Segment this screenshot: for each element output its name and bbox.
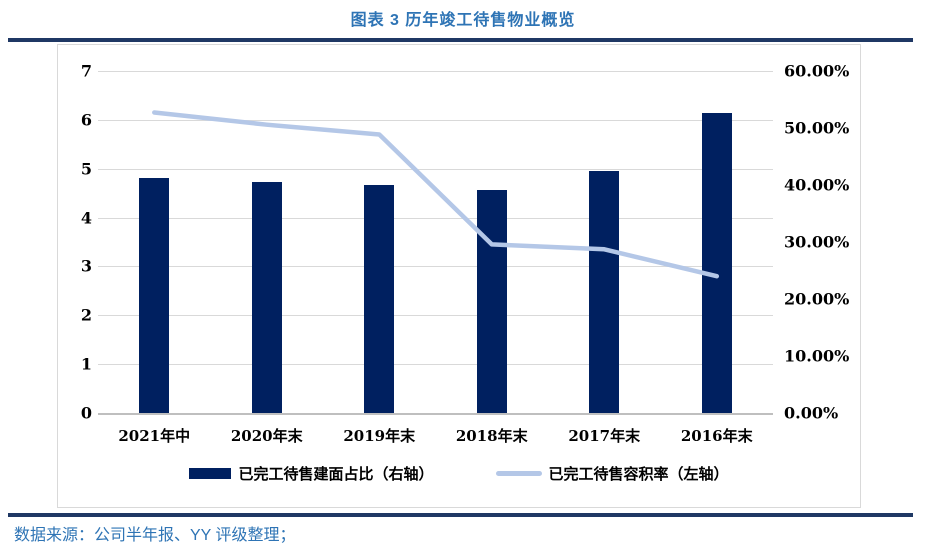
gridline bbox=[98, 315, 773, 317]
bottom-divider-rule bbox=[8, 513, 913, 517]
y-left-tick-label: 1 bbox=[80, 354, 92, 374]
plot-area bbox=[98, 71, 773, 415]
y-right-tick-label: 40.00% bbox=[784, 175, 850, 195]
legend-bar-swatch-icon bbox=[189, 468, 232, 479]
y-right-tick-label: 20.00% bbox=[784, 289, 850, 309]
chart-title: 图表 3 历年竣工待售物业概览 bbox=[350, 12, 576, 29]
y-right-tick-label: 60.00% bbox=[784, 61, 850, 81]
y-left-tick-label: 4 bbox=[80, 208, 92, 228]
x-axis-category-label: 2016年末 bbox=[680, 427, 753, 445]
legend-label: 已完工待售建面占比（右轴） bbox=[238, 465, 434, 483]
gridline bbox=[98, 266, 773, 268]
x-axis-category-label: 2020年末 bbox=[230, 427, 303, 445]
y-left-tick-label: 6 bbox=[80, 110, 92, 130]
legend-item: 已完工待售建面占比（右轴） bbox=[189, 463, 434, 484]
gridline bbox=[98, 119, 773, 121]
gridline bbox=[98, 168, 773, 170]
y-left-tick-label: 5 bbox=[80, 159, 92, 179]
bar-2021年中 bbox=[139, 178, 170, 413]
y-left-tick-label: 0 bbox=[80, 403, 92, 423]
chart-legend: 已完工待售建面占比（右轴） 已完工待售容积率（左轴） bbox=[58, 463, 860, 484]
y-right-tick-label: 10.00% bbox=[784, 346, 850, 366]
bar-2018年末 bbox=[476, 189, 507, 413]
top-divider-rule bbox=[8, 38, 913, 42]
y-right-tick-label: 0.00% bbox=[784, 403, 839, 423]
x-axis-category-label: 2017年末 bbox=[568, 427, 641, 445]
y-left-tick-label: 3 bbox=[80, 256, 92, 276]
gridline bbox=[98, 217, 773, 219]
y-right-tick-label: 30.00% bbox=[784, 232, 850, 252]
bar-2017年末 bbox=[589, 170, 620, 413]
line-series bbox=[152, 110, 720, 279]
x-axis-category-label: 2018年末 bbox=[455, 427, 528, 445]
gridline bbox=[98, 71, 773, 72]
legend-line-swatch-icon bbox=[495, 471, 542, 476]
x-axis-category-label: 2021年中 bbox=[118, 427, 191, 445]
legend-item: 已完工待售容积率（左轴） bbox=[495, 463, 729, 484]
y-left-tick-label: 2 bbox=[80, 305, 92, 325]
legend-label: 已完工待售容积率（左轴） bbox=[548, 465, 729, 483]
x-axis-baseline bbox=[98, 413, 773, 415]
data-source-note: 数据来源：公司半年报、YY 评级整理； bbox=[14, 527, 296, 544]
y-left-tick-label: 7 bbox=[80, 61, 92, 81]
chart-frame: 7 6 5 4 3 2 1 0 60.00% 50.00% 40.00% 30.00% 20.00% 1… bbox=[57, 44, 861, 508]
x-axis-category-label: 2019年末 bbox=[343, 427, 416, 445]
bar-2020年末 bbox=[251, 182, 282, 413]
x-axis-labels: 2021年中 2020年末 2019年末 2018年末 2017年末 2016年末 bbox=[98, 425, 773, 447]
bar-2016年末 bbox=[701, 112, 732, 413]
bar-2019年末 bbox=[364, 185, 395, 413]
gridline bbox=[98, 364, 773, 366]
y-right-tick-label: 50.00% bbox=[784, 118, 850, 138]
